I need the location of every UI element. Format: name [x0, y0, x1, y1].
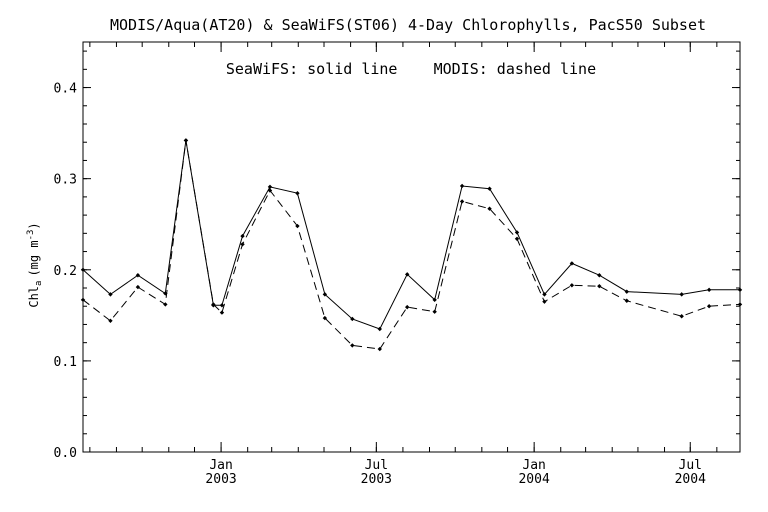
y-tick-label: 0.1	[54, 355, 77, 370]
data-point-seawifs	[737, 287, 743, 293]
data-point-modis	[108, 318, 113, 323]
data-point-seawifs	[219, 303, 225, 308]
data-point-seawifs	[322, 292, 328, 297]
y-axis-label-sub: a	[34, 281, 44, 286]
data-point-modis	[183, 138, 189, 143]
data-point-modis	[350, 343, 355, 348]
data-point-seawifs	[405, 272, 410, 277]
plot-frame	[82, 41, 741, 453]
data-point-modis	[706, 304, 712, 309]
y-tick-label: 0.3	[54, 173, 77, 188]
data-point-seawifs	[487, 186, 492, 191]
y-axis-label-close: )	[27, 222, 41, 229]
data-point-modis	[679, 314, 684, 319]
data-point-modis	[240, 242, 245, 247]
data-point-modis	[295, 223, 300, 229]
data-point-seawifs	[459, 183, 465, 189]
y-axis: 0.0 0.1 0.2 0.3 0.4	[54, 50, 740, 461]
data-point-seawifs	[597, 273, 602, 278]
x-tick-label-month: Jul	[365, 458, 388, 473]
y-axis-label-exp: -3	[26, 230, 36, 241]
data-point-modis	[542, 299, 547, 304]
y-tick-label: 0.4	[54, 82, 78, 97]
x-tick-label-month: Jul	[679, 458, 702, 473]
data-point-modis	[405, 304, 410, 310]
data-point-seawifs	[432, 297, 437, 303]
chart-annotation: SeaWiFS: solid line MODIS: dashed line	[226, 60, 596, 78]
data-point-modis	[432, 309, 437, 314]
data-point-seawifs	[108, 292, 113, 297]
data-point-modis	[267, 188, 273, 193]
x-tick-label-year: 2003	[205, 472, 236, 487]
data-point-modis	[459, 199, 465, 204]
data-point-seawifs	[295, 191, 300, 196]
data-point-seawifs	[514, 230, 520, 235]
svg-text:Chla(mg m-3): Chla (mg m-3)	[26, 222, 44, 307]
data-point-modis	[322, 315, 328, 321]
data-point-modis	[163, 302, 168, 307]
series-layer	[80, 138, 743, 352]
x-tick-label-month: Jan	[209, 458, 232, 473]
data-point-modis	[624, 298, 629, 303]
chart-title: MODIS/Aqua(AT20) & SeaWiFS(ST06) 4-Day C…	[110, 16, 706, 34]
y-tick-label: 0.2	[54, 264, 77, 279]
y-axis-label-main: Chl	[27, 286, 41, 308]
data-point-seawifs	[679, 292, 684, 297]
data-point-modis	[737, 302, 743, 307]
data-point-seawifs	[706, 287, 712, 293]
series-line-seawifs	[82, 140, 740, 330]
y-axis-label: Chla (mg m-3)	[26, 222, 44, 307]
data-point-seawifs	[267, 184, 273, 190]
data-point-modis	[487, 206, 492, 211]
y-tick-label: 0.0	[54, 446, 77, 461]
y-axis-label-units: (mg m	[27, 240, 41, 276]
data-point-modis	[597, 283, 602, 289]
data-point-seawifs	[569, 261, 575, 266]
data-point-seawifs	[624, 289, 629, 294]
data-point-modis	[80, 297, 86, 303]
data-point-seawifs	[240, 233, 245, 239]
data-point-seawifs	[135, 273, 141, 278]
data-point-modis	[377, 346, 382, 352]
data-point-modis	[219, 310, 225, 315]
data-point-seawifs	[377, 326, 382, 332]
data-point-seawifs	[350, 316, 355, 322]
x-tick-label-month: Jan	[522, 458, 545, 473]
x-tick-label-year: 2003	[361, 472, 392, 487]
x-tick-label-year: 2004	[518, 472, 549, 487]
data-point-seawifs	[542, 292, 547, 297]
data-point-modis	[514, 236, 520, 241]
data-point-modis	[211, 302, 216, 307]
data-point-seawifs	[80, 267, 86, 272]
data-point-modis	[135, 284, 141, 290]
data-point-modis	[569, 283, 575, 288]
x-tick-label-year: 2004	[675, 472, 706, 487]
